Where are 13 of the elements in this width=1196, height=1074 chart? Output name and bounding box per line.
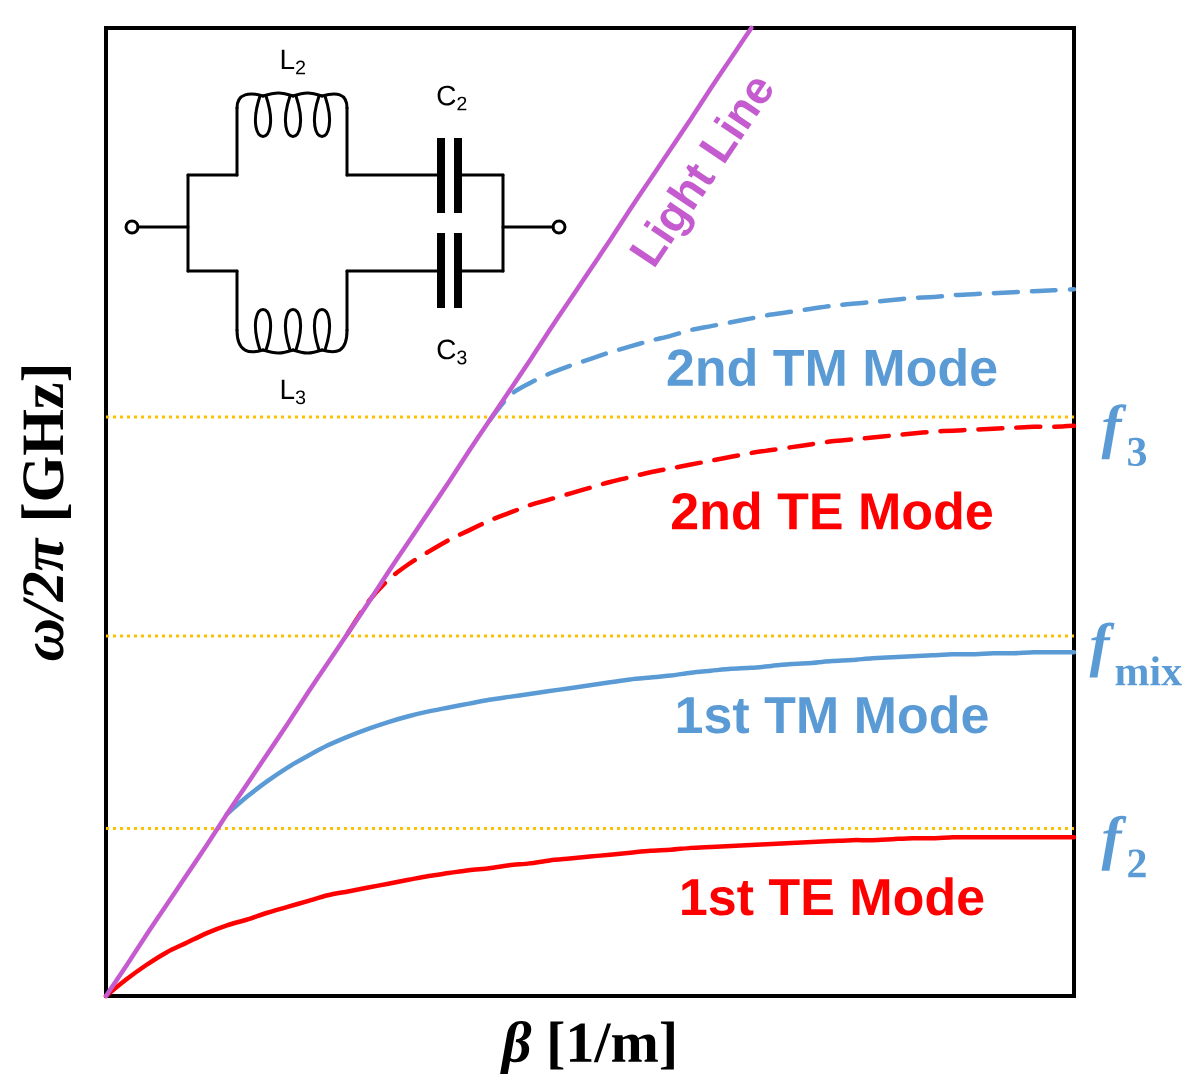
series-label: 1st TM Mode <box>677 695 988 734</box>
ref-line-label: f$_{3}$ <box>1101 404 1147 467</box>
series-label: 1st TE Mode <box>682 877 984 916</box>
annotation: L$_{2}$ <box>281 49 305 75</box>
annotation: C$_{2}$ <box>437 85 467 111</box>
x-axis-title: β [1/m] <box>500 1020 674 1074</box>
annotation: L$_{3}$ <box>281 379 306 405</box>
ref-line-label: f$_{mix}$ <box>1089 622 1182 686</box>
ref-line-label: f$_{2}$ <box>1101 815 1146 878</box>
series-label: 2nd TE Mode <box>672 491 992 530</box>
y-axis-title: ω/2π [GHz] <box>21 366 71 661</box>
annotation: C$_{3}$ <box>437 339 467 365</box>
series-label: 2nd TM Mode <box>667 347 997 387</box>
